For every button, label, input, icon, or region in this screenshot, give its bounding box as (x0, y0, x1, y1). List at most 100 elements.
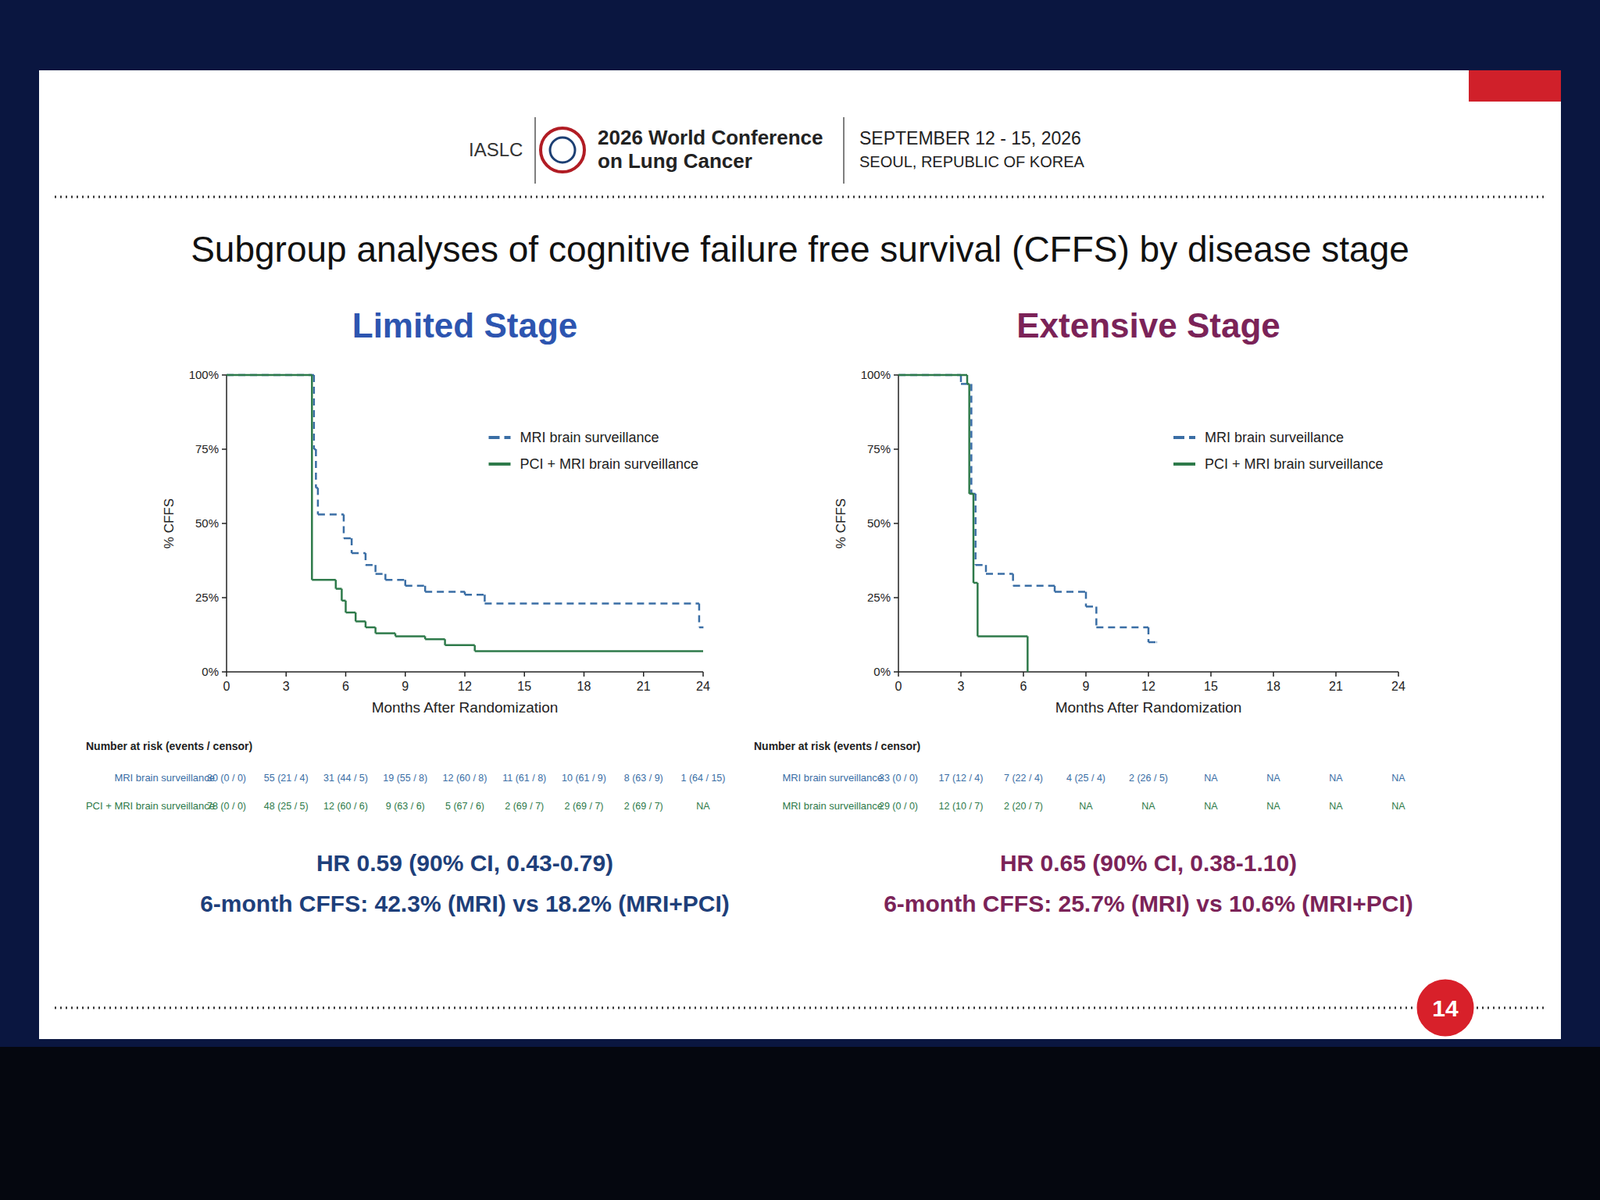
km-drop (1085, 591, 1088, 607)
x-tick-label: 18 (577, 679, 592, 693)
x-tick-label: 6 (1020, 679, 1028, 693)
km-curve (226, 375, 704, 628)
km-step (355, 620, 366, 623)
risk-value: 55 (21 / 4) (264, 772, 309, 784)
km-drop (443, 639, 447, 646)
km-curve (226, 375, 704, 651)
risk-value: NA (1266, 800, 1281, 812)
risk-value: 11 (61 / 8) (502, 772, 547, 784)
risk-value: 9 (63 / 6) (385, 800, 425, 812)
logo-emblem (540, 128, 585, 172)
km-drop (424, 585, 427, 593)
km-drop (424, 635, 427, 640)
risk-row-label: MRI brain surveillance (782, 800, 883, 812)
km-drop (384, 574, 387, 581)
y-tick-label: 100% (189, 367, 219, 382)
km-step (484, 602, 700, 605)
risk-value: 2 (69 / 7) (504, 800, 544, 812)
chart-title: Extensive Stage (1016, 306, 1281, 345)
x-tick (1147, 671, 1150, 677)
km-step (475, 650, 704, 653)
risk-value: 2 (69 / 7) (624, 800, 664, 812)
km-step (343, 537, 352, 540)
km-drop (313, 375, 316, 450)
footer-divider (54, 1007, 1546, 1010)
km-step (385, 578, 405, 582)
x-tick (702, 671, 704, 677)
plot-marks (898, 375, 1158, 672)
km-drop (317, 487, 320, 515)
km-drop (974, 493, 977, 565)
risk-row-label: MRI brain surveillance (782, 771, 883, 784)
km-step (375, 572, 386, 575)
km-drop (960, 375, 963, 384)
legend-label: MRI brain surveillance (1204, 429, 1344, 446)
km-step (311, 578, 336, 582)
km-step (317, 513, 344, 516)
km-drop (1026, 635, 1029, 672)
x-tick (960, 671, 962, 677)
risk-value: 2 (69 / 7) (564, 800, 604, 812)
risk-value: 12 (60 / 8) (442, 772, 488, 784)
km-drop (335, 579, 338, 589)
y-tick (893, 374, 899, 376)
km-step (1013, 585, 1055, 588)
header-divider (54, 196, 1546, 199)
x-tick (1210, 671, 1212, 677)
x-tick (464, 671, 466, 677)
chart: Extensive Stage0%25%50%75%100%0369121518… (753, 306, 1414, 917)
risk-value: NA (696, 800, 711, 812)
y-tick-label: 75% (195, 442, 219, 456)
km-curve (898, 375, 1158, 643)
risk-value: 19 (55 / 8) (382, 772, 428, 784)
y-tick-label: 0% (201, 664, 219, 679)
y-tick (893, 671, 899, 673)
conference-dates: SEPTEMBER 12 - 15, 2026 (859, 128, 1082, 149)
y-tick (221, 522, 227, 525)
risk-value: 7 (22 / 4) (1003, 772, 1043, 784)
risk-value: 10 (61 / 9) (561, 772, 607, 784)
km-drop (364, 553, 368, 565)
risk-value: 5 (67 / 6) (445, 800, 485, 812)
y-tick-label: 25% (195, 590, 219, 604)
km-step (365, 564, 376, 567)
annotation: HR 0.65 (90% CI, 0.38-1.10) (1000, 850, 1297, 876)
km-drop (394, 633, 397, 637)
header-separator (842, 117, 845, 184)
x-tick (583, 671, 586, 677)
x-tick-label: 9 (1082, 679, 1090, 693)
km-step (975, 564, 986, 567)
risk-value: NA (1328, 772, 1343, 784)
legend-swatch (1173, 435, 1196, 440)
header-separator (534, 117, 536, 184)
x-tick (225, 671, 228, 677)
km-step (226, 374, 312, 377)
risk-row-label: MRI brain surveillance (114, 771, 215, 784)
legend: MRI brain surveillancePCI + MRI brain su… (489, 429, 700, 472)
km-step (395, 635, 425, 638)
annotation: 6-month CFFS: 25.7% (MRI) vs 10.6% (MRI+… (883, 890, 1414, 917)
km-drop (483, 594, 486, 604)
risk-value: 29 (0 / 0) (878, 800, 918, 812)
x-tick-label: 15 (517, 679, 532, 693)
risk-value: 80 (0 / 0) (207, 772, 247, 784)
risk-value: NA (1328, 800, 1343, 812)
annotation: 6-month CFFS: 42.3% (MRI) vs 18.2% (MRI+… (200, 890, 730, 917)
risk-value: NA (1391, 800, 1406, 812)
page: IASLC2026 World Conferenceon Lung Cancer… (0, 0, 1600, 1200)
conference-name: 2026 World Conference (597, 125, 824, 150)
km-drop (985, 564, 988, 574)
risk-value: NA (1391, 772, 1406, 784)
km-drop (374, 564, 377, 574)
risk-value: 17 (12 / 4) (939, 772, 984, 784)
risk-table-title: Number at risk (events / censor) (753, 739, 921, 753)
x-tick-label: 18 (1266, 679, 1281, 693)
km-drop (310, 375, 314, 580)
y-tick-label: 50% (195, 516, 219, 530)
km-drop (464, 591, 467, 595)
logo-emblem-inner (550, 137, 575, 163)
x-tick-label: 6 (342, 679, 350, 693)
y-tick-label: 50% (867, 516, 891, 530)
x-tick (1397, 671, 1400, 677)
y-tick-label: 25% (867, 590, 891, 604)
